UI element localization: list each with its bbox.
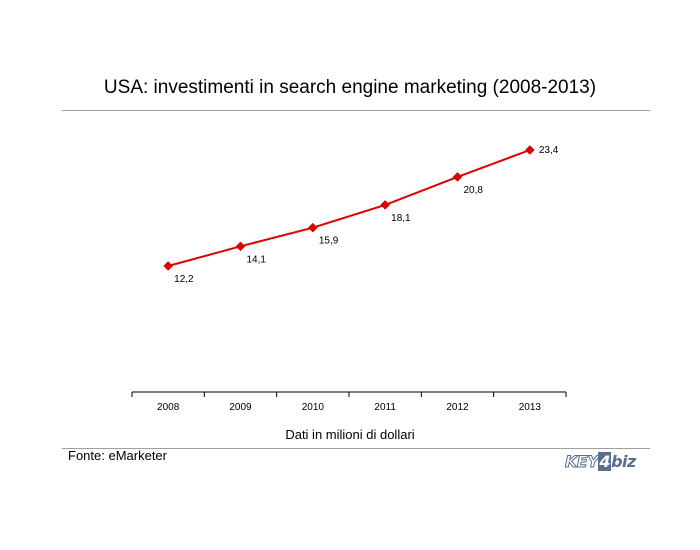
data-point-2011 <box>380 200 391 210</box>
title-divider <box>62 110 650 111</box>
source-note: Fonte: eMarketer <box>68 448 167 463</box>
data-point-2010 <box>307 222 318 233</box>
x-tick-label-2009: 2009 <box>229 402 252 413</box>
series-line <box>167 149 531 267</box>
data-label-2013: 23,4 <box>539 145 559 156</box>
data-label-2009: 14,1 <box>247 254 267 265</box>
footer-divider <box>62 448 650 449</box>
data-point-2009 <box>235 241 246 252</box>
x-tick-label-2013: 2013 <box>519 402 542 413</box>
x-tick-label-2010: 2010 <box>302 402 325 413</box>
data-point-2008 <box>163 261 174 271</box>
data-label-2012: 20,8 <box>464 185 484 196</box>
data-point-2012 <box>452 172 463 182</box>
data-point-2013 <box>524 145 535 155</box>
chart-title: USA: investimenti in search engine marke… <box>103 77 597 98</box>
data-label-2011: 18,1 <box>391 213 411 224</box>
x-tick-label-2011: 2011 <box>374 402 396 413</box>
key4biz-logo: KEY4biz <box>564 452 636 472</box>
x-tick-label-2012: 2012 <box>446 402 469 413</box>
x-axis-caption: Dati in milioni di dollari <box>285 427 415 442</box>
data-label-2010: 15,9 <box>319 236 339 247</box>
data-label-2008: 12,2 <box>174 274 194 285</box>
x-tick-label-2008: 2008 <box>157 402 180 413</box>
